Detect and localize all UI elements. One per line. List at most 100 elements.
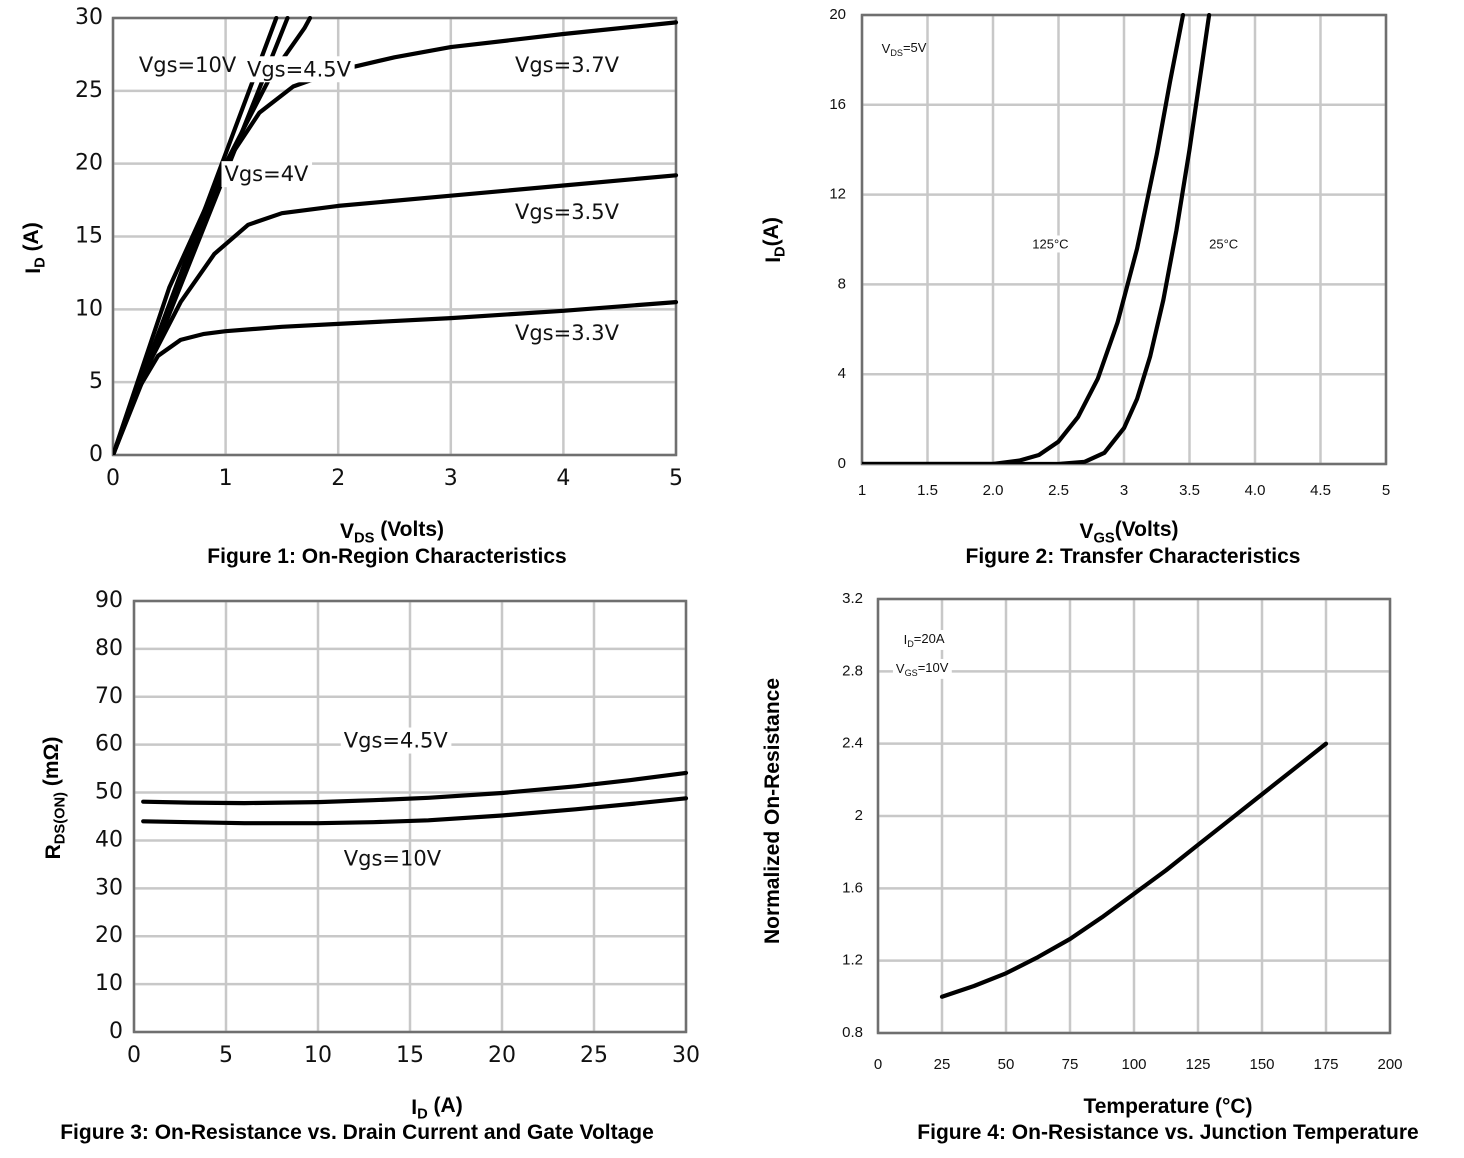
y-tick-label: 2.8 (842, 662, 863, 679)
x-tick-label: 1 (858, 482, 866, 499)
annotation-label: Vgs=3.5V (515, 200, 620, 224)
series-line-normalized-on-resistance (939, 741, 1329, 999)
annotation-background (340, 727, 452, 754)
x-tick-label: 150 (1249, 1056, 1274, 1073)
x-tick-label: 50 (998, 1056, 1015, 1073)
annotation-label: VGS=10V (896, 660, 949, 678)
y-tick-label: 0.8 (842, 1024, 863, 1041)
chart-caption-fig1: Figure 1: On-Region Characteristics (207, 545, 567, 568)
x-tick-label: 3 (1120, 482, 1128, 499)
chart-fig4: 0 25 50 75 100 125 150 175 200 0.8 1.2 1.6 2 2.4 2.8 3.… (761, 590, 1403, 1118)
x-tick-label: 25 (580, 1043, 608, 1068)
x-tick-label: 200 (1377, 1056, 1402, 1073)
x-tick-label: 1.5 (917, 482, 938, 499)
annotation-label: Vgs=3.3V (515, 321, 620, 345)
series-line-vgs-10v (141, 796, 689, 826)
x-tick-label: 4 (556, 466, 570, 491)
annotation-label: Vgs=10V (344, 846, 442, 870)
y-tick-label: 70 (95, 684, 123, 709)
x-tick-label: 75 (1062, 1056, 1079, 1073)
y-tick-label: 80 (95, 636, 123, 661)
x-tick-label: 0 (127, 1043, 141, 1068)
x-tick-label: 30 (672, 1043, 700, 1068)
y-tick-label: 3.2 (842, 590, 863, 607)
annotation-label: 25°C (1209, 236, 1238, 251)
annotation-background (892, 658, 952, 679)
y-tick-label: 10 (95, 971, 123, 996)
annotation-label: VDS=5V (882, 40, 927, 58)
x-axis-title: ID (A) (411, 1094, 462, 1122)
x-tick-label: 20 (488, 1043, 516, 1068)
y-tick-label: 25 (75, 78, 103, 103)
x-axis-title: Temperature (°C) (1083, 1095, 1252, 1118)
chart-panel-fig4: 0 25 50 75 100 125 150 175 200 0.8 1.2 1.6 2 2.4 2.8 3.… (732, 580, 1464, 1158)
chart-caption-fig4: Figure 4: On-Resistance vs. Junction Tem… (917, 1121, 1419, 1144)
y-tick-label: 8 (838, 275, 846, 292)
x-tick-label: 3.5 (1179, 482, 1200, 499)
x-tick-label: 0 (106, 466, 120, 491)
y-tick-label: 20 (829, 6, 846, 23)
y-tick-label: 20 (95, 923, 123, 948)
y-tick-label: 1.6 (842, 879, 863, 896)
y-tick-label: 90 (95, 588, 123, 613)
plot-frame (860, 13, 1388, 466)
y-tick-label: 2.4 (842, 735, 863, 752)
plot-frame (132, 599, 688, 1034)
y-tick-label: 30 (95, 875, 123, 900)
chart-fig2: 1 1.5 2.0 2.5 3 3.5 4.0 4.5 5 0 4 8 12 16 20 VDS=5V 125°… (760, 6, 1390, 546)
x-tick-label: 100 (1121, 1056, 1146, 1073)
x-tick-label: 175 (1313, 1056, 1338, 1073)
y-axis-title: ID(A) (760, 217, 788, 263)
chart-panel-fig3: 0 5 10 15 20 25 30 0 10 20 30 40 50 60 70 80 90 Vgs=4.5V V… (0, 580, 732, 1158)
y-tick-label: 0 (89, 442, 103, 467)
series-line-vgs-3.3v (113, 300, 679, 455)
y-tick-label: 30 (75, 5, 103, 30)
y-tick-label: 1.2 (842, 952, 863, 969)
y-tick-label: 2 (855, 807, 863, 824)
series-line-vgs-4.5v (141, 770, 689, 806)
plot-frame (111, 16, 678, 457)
annotation-background (900, 630, 948, 650)
x-axis-title: VGS(Volts) (1079, 518, 1178, 546)
y-tick-label: 12 (829, 186, 846, 203)
x-tick-label: 2 (331, 466, 345, 491)
chart-fig1: 0 1 2 3 4 5 0 5 10 15 20 25 30 Vgs=10V Vgs=4.5V Vgs=3.7… (20, 5, 683, 546)
y-tick-label: 10 (75, 296, 103, 321)
y-tick-label: 15 (75, 224, 103, 249)
series-line-25-c (862, 13, 1212, 464)
x-tick-label: 4.0 (1245, 482, 1266, 499)
plot-frame (876, 597, 1392, 1035)
y-axis-title: ID (A) (20, 222, 48, 273)
x-tick-label: 5 (219, 1043, 233, 1068)
annotation-background (1029, 235, 1072, 253)
series-line-125-c (862, 13, 1186, 464)
annotation-background (243, 56, 355, 83)
x-axis-title: VDS (Volts) (340, 518, 444, 546)
x-tick-label: 1 (219, 466, 233, 491)
x-tick-label: 15 (396, 1043, 424, 1068)
y-tick-label: 50 (95, 780, 123, 805)
x-tick-label: 5 (1382, 482, 1390, 499)
y-axis-title: RDS(ON) (mΩ) (40, 737, 68, 860)
x-tick-label: 4.5 (1310, 482, 1331, 499)
chart-fig3: 0 5 10 15 20 25 30 0 10 20 30 40 50 60 70 80 90 Vgs=4.5V V… (40, 588, 700, 1122)
x-tick-label: 5 (669, 466, 683, 491)
y-axis-title: Normalized On-Resistance (761, 678, 784, 944)
chart-caption-fig3: Figure 3: On-Resistance vs. Drain Curren… (60, 1121, 654, 1144)
x-tick-label: 125 (1185, 1056, 1210, 1073)
y-tick-label: 60 (95, 732, 123, 757)
x-tick-label: 10 (304, 1043, 332, 1068)
chart-panel-fig1: 0 1 2 3 4 5 0 5 10 15 20 25 30 Vgs=10V Vgs=4.5V Vgs=3.7… (0, 0, 732, 580)
annotation-background (221, 161, 313, 188)
chart-panel-fig2: 1 1.5 2.0 2.5 3 3.5 4.0 4.5 5 0 4 8 12 16 20 VDS=5V 125°… (732, 0, 1464, 580)
x-tick-label: 2.5 (1048, 482, 1069, 499)
x-tick-label: 2.0 (983, 482, 1004, 499)
y-tick-label: 20 (75, 151, 103, 176)
annotation-label: 125°C (1032, 236, 1068, 251)
annotation-label: ID=20A (904, 631, 945, 649)
annotation-label: Vgs=4.5V (344, 729, 449, 753)
y-tick-label: 4 (838, 365, 846, 382)
annotation-label: Vgs=10V (139, 53, 237, 77)
chart-caption-fig2: Figure 2: Transfer Characteristics (965, 545, 1301, 568)
annotation-background (1206, 235, 1242, 253)
